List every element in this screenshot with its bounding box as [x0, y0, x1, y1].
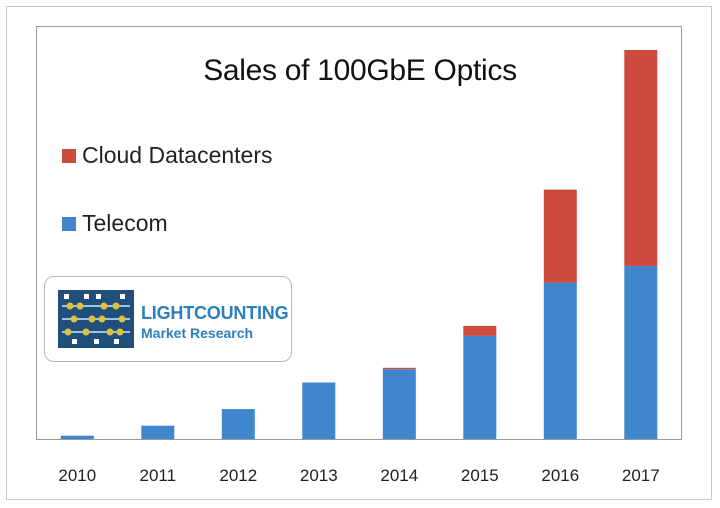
legend-swatch-telecom: [62, 216, 76, 231]
bar-cloud-datacenters-2015: [463, 325, 497, 336]
lightcounting-logo: LIGHTCOUNTING Market Research: [44, 276, 292, 362]
chart-title: Sales of 100GbE Optics: [203, 54, 517, 87]
x-tick-label-2012: 2012: [219, 466, 257, 485]
chart-frame: [6, 6, 712, 500]
x-tick-label-2014: 2014: [380, 466, 418, 485]
bar-telecom-2017: [624, 266, 658, 439]
x-tick-label-2011: 2011: [140, 466, 177, 485]
x-tick-label-2016: 2016: [541, 466, 579, 485]
abacus-logo-icon: [58, 290, 134, 348]
x-tick-label-2017: 2017: [622, 466, 660, 485]
logo-tagline: Market Research: [141, 325, 254, 341]
x-tick-label-2013: 2013: [300, 466, 338, 485]
bar-telecom-2013: [302, 382, 336, 439]
bar-cloud-datacenters-2014: [382, 367, 416, 370]
bar-telecom-2010: [60, 435, 94, 439]
legend-item-telecom: Telecom: [62, 210, 168, 237]
logo-wordmark: LIGHTCOUNTING: [141, 303, 289, 323]
x-tick-label-2015: 2015: [461, 466, 499, 485]
bar-telecom-2016: [543, 282, 577, 439]
bar-telecom-2014: [382, 369, 416, 439]
legend-swatch-cloud-datacenters: [62, 148, 76, 163]
bar-cloud-datacenters-2016: [543, 189, 577, 283]
bar-telecom-2011: [141, 425, 175, 439]
legend-label-cloud-datacenters: Cloud Datacenters: [82, 142, 273, 168]
bar-telecom-2015: [463, 335, 497, 439]
bar-cloud-datacenters-2017: [624, 50, 658, 267]
legend-item-cloud-datacenters: Cloud Datacenters: [62, 142, 273, 169]
bar-telecom-2012: [221, 409, 255, 439]
x-tick-label-2010: 2010: [58, 466, 96, 485]
legend-label-telecom: Telecom: [82, 210, 168, 236]
